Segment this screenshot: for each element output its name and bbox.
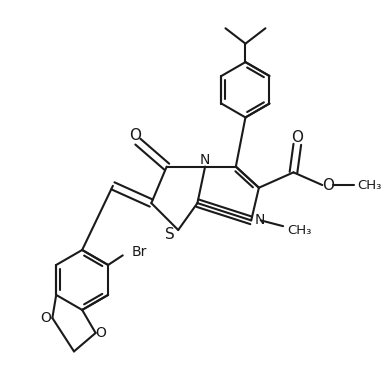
Text: O: O bbox=[40, 311, 51, 325]
Text: O: O bbox=[291, 130, 303, 145]
Text: O: O bbox=[129, 128, 141, 142]
Text: O: O bbox=[95, 326, 106, 340]
Text: CH₃: CH₃ bbox=[357, 178, 381, 192]
Text: S: S bbox=[165, 227, 175, 242]
Text: CH₃: CH₃ bbox=[288, 224, 312, 237]
Text: Br: Br bbox=[131, 245, 147, 259]
Text: N: N bbox=[200, 153, 210, 167]
Text: N: N bbox=[255, 213, 265, 228]
Text: O: O bbox=[322, 178, 334, 193]
